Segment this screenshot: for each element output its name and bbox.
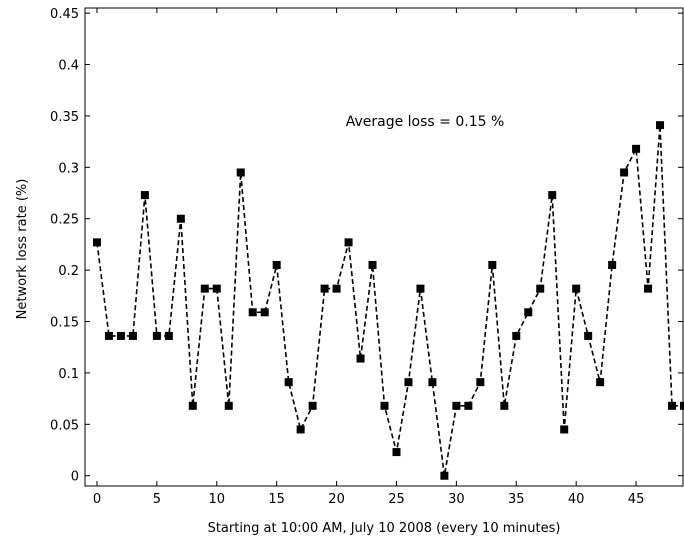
data-point (224, 401, 233, 410)
data-point (524, 308, 533, 317)
data-point (212, 284, 221, 293)
y-tick-label: 0.2 (58, 264, 79, 279)
axis-ticks (85, 8, 683, 486)
x-tick-label: 40 (568, 492, 585, 507)
data-point (104, 331, 113, 340)
x-tick-label: 30 (448, 492, 465, 507)
data-point (668, 401, 677, 410)
data-point (416, 284, 425, 293)
x-tick-label: 45 (628, 492, 645, 507)
data-point (620, 168, 629, 177)
y-tick-label: 0.1 (58, 367, 79, 382)
data-point (464, 401, 473, 410)
data-point (320, 284, 329, 293)
data-point (488, 260, 497, 269)
data-point (608, 260, 617, 269)
plot-area-frame (84, 7, 684, 487)
data-point (188, 401, 197, 410)
y-tick-label: 0.35 (50, 110, 79, 125)
data-point (272, 260, 281, 269)
data-point (572, 284, 581, 293)
data-point (428, 378, 437, 387)
y-axis-label: Network loss rate (%) (15, 179, 30, 320)
data-point (536, 284, 545, 293)
y-tick-label: 0.4 (58, 59, 79, 74)
data-point (560, 425, 569, 434)
data-point (152, 331, 161, 340)
x-tick-label: 35 (508, 492, 525, 507)
x-tick-label: 0 (93, 492, 101, 507)
data-point (476, 378, 485, 387)
data-point (596, 378, 605, 387)
data-point (356, 354, 365, 363)
y-tick-label: 0.45 (50, 7, 79, 22)
data-point (380, 401, 389, 410)
data-point (368, 260, 377, 269)
x-axis-label: Starting at 10:00 AM, July 10 2008 (ever… (208, 521, 561, 536)
data-point (512, 331, 521, 340)
data-point (584, 331, 593, 340)
data-point (440, 471, 449, 480)
data-point (500, 401, 509, 410)
y-tick-label: 0.05 (50, 418, 79, 433)
y-tick-label: 0.15 (50, 316, 79, 331)
data-point (548, 191, 557, 200)
data-point (392, 448, 401, 457)
data-point (176, 214, 185, 223)
data-point (116, 331, 125, 340)
data-point (260, 308, 269, 317)
data-point (344, 238, 353, 247)
data-point (92, 238, 101, 247)
data-point (296, 425, 305, 434)
y-tick-label: 0.25 (50, 213, 79, 228)
data-point (644, 284, 653, 293)
data-point (404, 378, 413, 387)
average-loss-annotation: Average loss = 0.15 % (346, 114, 505, 130)
data-point (164, 331, 173, 340)
x-tick-label: 15 (268, 492, 285, 507)
data-point (656, 121, 665, 130)
series-markers (92, 121, 684, 480)
x-tick-label: 25 (388, 492, 405, 507)
data-point (128, 331, 137, 340)
x-tick-label: 20 (328, 492, 345, 507)
data-point (632, 144, 641, 153)
data-point (140, 191, 149, 200)
data-point (452, 401, 461, 410)
data-point (308, 401, 317, 410)
y-tick-label: 0.3 (58, 161, 79, 176)
x-tick-label: 10 (209, 492, 226, 507)
data-point (680, 401, 684, 410)
data-point (284, 378, 293, 387)
data-point (248, 308, 257, 317)
data-point (332, 284, 341, 293)
x-tick-label: 5 (153, 492, 161, 507)
data-point (200, 284, 209, 293)
series-line (96, 125, 684, 476)
axis-tick-labels: 0 0.05 0.1 0.15 0.2 0.25 0.3 0.35 0.4 0.45 0 5 10 15 2… (50, 7, 644, 507)
data-point (236, 168, 245, 177)
y-tick-label: 0 (71, 470, 79, 485)
